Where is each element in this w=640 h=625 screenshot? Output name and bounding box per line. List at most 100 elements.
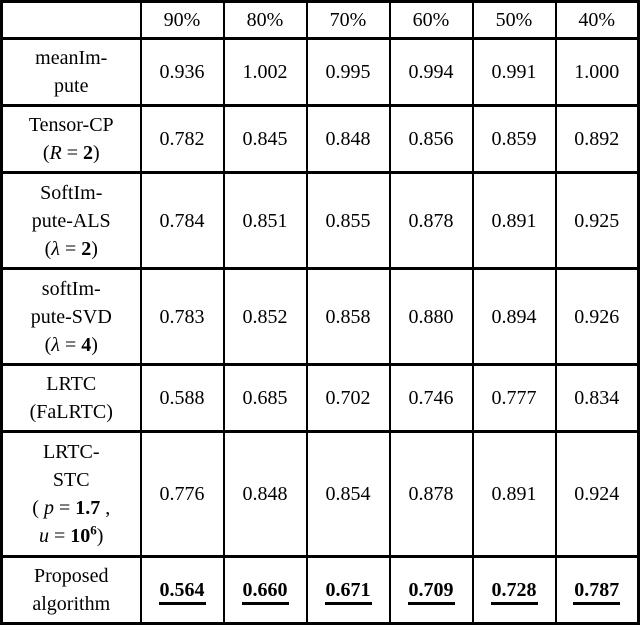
value-cell: 0.709 <box>388 554 474 625</box>
value-cell: 0.924 <box>554 430 640 558</box>
value-cell: 0.848 <box>222 430 308 558</box>
value-cell: 1.000 <box>554 36 640 108</box>
value-cell: 0.702 <box>305 362 391 434</box>
column-header: 70% <box>305 0 391 40</box>
row-label-line: algorithm <box>5 590 138 618</box>
value-cell: 0.848 <box>305 104 391 175</box>
column-header: 80% <box>222 0 308 40</box>
value-cell: 0.856 <box>388 104 474 175</box>
value-cell: 0.880 <box>388 267 474 366</box>
value-cell: 0.845 <box>222 104 308 175</box>
row-label-softimpute-svd: softIm-pute-SVD (λ = 4) <box>0 267 142 366</box>
row-label-line: pute <box>5 72 138 100</box>
value-cell: 0.878 <box>388 430 474 558</box>
row-label-softimpute-als: SoftIm-pute-ALS (λ = 2) <box>0 171 142 271</box>
label-text-segment: ) <box>93 142 100 165</box>
value-cell: 0.783 <box>139 267 225 366</box>
label-text-segment: = <box>61 142 83 165</box>
label-text-segment: STC <box>52 468 90 491</box>
label-text-segment: = <box>53 496 76 519</box>
value-cell: 0.851 <box>222 171 308 271</box>
row-label-line: Proposed <box>5 562 138 590</box>
value-cell: 0.588 <box>139 362 225 434</box>
row-label-line: meanIm- <box>5 44 138 72</box>
value-cell: 0.777 <box>471 362 557 434</box>
value-cell: 0.859 <box>471 104 557 175</box>
emphasized-value: 0.660 <box>241 578 289 605</box>
value-cell: 0.892 <box>554 104 640 175</box>
label-text-segment: Proposed <box>34 564 109 587</box>
label-text-segment: 4 <box>81 333 92 356</box>
value-cell: 0.894 <box>471 267 557 366</box>
column-header: 90% <box>139 0 225 40</box>
row-label-line: (R = 2) <box>5 139 138 167</box>
label-text-segment: ) <box>91 333 98 356</box>
value-cell: 0.854 <box>305 430 391 558</box>
table-row-tensor-cp: Tensor-CP (R = 2) 0.782 0.845 0.848 0.856 0.85… <box>0 104 640 175</box>
value-cell: 0.660 <box>222 554 308 625</box>
label-text-segment: Tensor-CP <box>28 114 114 137</box>
header-row: 90% 80% 70% 60% 50% 40% <box>0 0 640 40</box>
table-row-meanimpute: meanIm-pute 0.936 1.002 0.995 0.994 0.991 1.00… <box>0 36 640 108</box>
label-text-segment: (FaLRTC) <box>29 401 113 424</box>
row-label-meanimpute: meanIm-pute <box>0 36 142 108</box>
label-text-segment: ( <box>42 142 50 165</box>
label-text-segment: algorithm <box>32 592 111 615</box>
value-cell: 0.671 <box>305 554 391 625</box>
value-cell: 0.891 <box>471 430 557 558</box>
emphasized-value: 0.709 <box>407 578 455 605</box>
label-text-segment: = <box>59 333 82 356</box>
row-label-tensor-cp: Tensor-CP (R = 2) <box>0 104 142 175</box>
row-label-line: (λ = 2) <box>5 235 138 263</box>
value-cell: 1.002 <box>222 36 308 108</box>
label-text-segment: 10 <box>70 524 91 547</box>
value-cell: 0.994 <box>388 36 474 108</box>
table-row-softimpute-svd: softIm-pute-SVD (λ = 4) 0.783 0.852 0.858 0.8… <box>0 267 640 366</box>
column-header: 40% <box>554 0 640 40</box>
row-label-line: ( p = 1.7 , <box>5 494 138 522</box>
label-text-segment: pute-ALS <box>31 209 111 232</box>
value-cell: 0.746 <box>388 362 474 434</box>
label-text-segment: SoftIm- <box>40 181 103 204</box>
value-cell: 0.782 <box>139 104 225 175</box>
row-label-line: pute-ALS <box>5 207 138 235</box>
row-label-line: LRTC <box>5 370 138 398</box>
value-cell: 0.991 <box>471 36 557 108</box>
label-text-segment: ) <box>91 237 98 260</box>
label-text-segment: 6 <box>90 522 97 538</box>
row-label-line: u = 106) <box>5 522 138 550</box>
label-text-segment: LRTC- <box>42 440 100 463</box>
value-cell: 0.728 <box>471 554 557 625</box>
value-cell: 0.995 <box>305 36 391 108</box>
row-label-lrtc-stc: LRTC- STC ( p = 1.7 ,u = 106) <box>0 430 142 558</box>
label-text-segment: LRTC <box>46 373 97 396</box>
value-cell: 0.936 <box>139 36 225 108</box>
value-cell: 0.787 <box>554 554 640 625</box>
label-text-segment: λ <box>51 237 60 260</box>
label-text-segment: R <box>49 142 62 165</box>
label-text-segment: = <box>59 237 82 260</box>
emphasized-value: 0.671 <box>324 578 372 605</box>
table-row-lrtc-falrtc: LRTC (FaLRTC) 0.588 0.685 0.702 0.746 0.777 0.8… <box>0 362 640 434</box>
label-text-segment: 2 <box>83 142 93 165</box>
label-text-segment: = <box>49 524 71 547</box>
value-cell: 0.776 <box>139 430 225 558</box>
label-text-segment: ) <box>96 524 104 547</box>
value-cell: 0.878 <box>388 171 474 271</box>
value-cell: 0.834 <box>554 362 640 434</box>
label-text-segment: 1.7 <box>75 496 101 519</box>
row-label-line: softIm- <box>5 275 138 303</box>
emphasized-value: 0.787 <box>573 578 621 605</box>
row-label-line: (λ = 4) <box>5 331 138 359</box>
label-text-segment: meanIm- <box>35 47 108 70</box>
value-cell: 0.852 <box>222 267 308 366</box>
row-label-line: pute-SVD <box>5 303 138 331</box>
column-header: 50% <box>471 0 557 40</box>
emphasized-value: 0.728 <box>490 578 538 605</box>
value-cell: 0.926 <box>554 267 640 366</box>
value-cell: 0.685 <box>222 362 308 434</box>
value-cell: 0.891 <box>471 171 557 271</box>
row-label-proposed-algorithm: Proposed algorithm <box>0 554 142 625</box>
label-text-segment: pute-SVD <box>30 305 112 328</box>
